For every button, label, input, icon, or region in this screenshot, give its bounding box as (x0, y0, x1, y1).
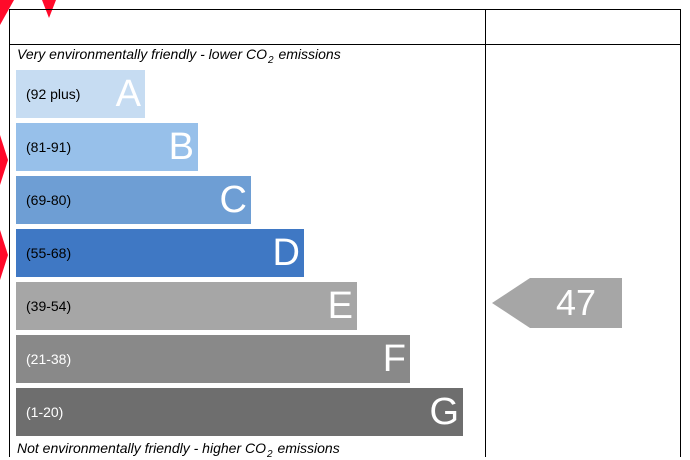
band-range-label: (81-91) (26, 139, 72, 155)
band-letter-label: D (272, 232, 300, 274)
top-caption-text: Very environmentally friendly - lower CO (17, 46, 268, 62)
band-letter-label: B (168, 126, 194, 168)
band-letter-label: F (382, 338, 406, 380)
rating-band-d: (55-68) D (16, 229, 304, 277)
band-letter-label: E (327, 285, 353, 327)
current-rating-indicator: 47 (492, 278, 622, 328)
rating-band-b: (81-91) B (16, 123, 198, 171)
band-letter-label: G (429, 391, 459, 433)
current-rating-value: 47 (555, 282, 597, 323)
bottom-caption-subscript: 2 (267, 449, 273, 460)
frame-top (9, 9, 680, 10)
rating-band-g: (1-20) G (16, 388, 463, 436)
frame-left (9, 9, 10, 457)
rating-band-e: (39-54) E (16, 282, 357, 330)
band-range-label: (92 plus) (26, 86, 81, 102)
rating-band-c: (69-80) C (16, 176, 251, 224)
rating-band-a: (92 plus) A (16, 70, 145, 118)
bottom-caption-suffix: emissions (277, 440, 340, 456)
band-range-label: (69-80) (26, 192, 72, 208)
top-caption-suffix: emissions (278, 46, 341, 62)
band-range-label: (39-54) (26, 298, 72, 314)
frame-row-line (9, 44, 680, 45)
top-caption-subscript: 2 (268, 55, 274, 66)
band-range-label: (1-20) (26, 404, 64, 420)
red-corner-mark (0, 0, 56, 280)
band-letter-label: C (219, 179, 247, 221)
red-mark-top (0, 0, 14, 25)
band-range-label: (55-68) (26, 245, 72, 261)
frame-divider (485, 9, 486, 457)
top-caption: Very environmentally friendly - lower CO… (17, 46, 341, 66)
rating-band-f: (21-38) F (16, 335, 410, 383)
bottom-caption-text: Not environmentally friendly - higher CO (17, 440, 266, 456)
band-letter-label: A (115, 73, 141, 115)
bottom-caption: Not environmentally friendly - higher CO… (17, 440, 340, 460)
red-mark-left-lower (0, 230, 8, 280)
frame-right (680, 9, 681, 457)
red-mark-left (0, 135, 8, 185)
band-range-label: (21-38) (26, 351, 72, 367)
current-rating-arrow (492, 278, 622, 328)
